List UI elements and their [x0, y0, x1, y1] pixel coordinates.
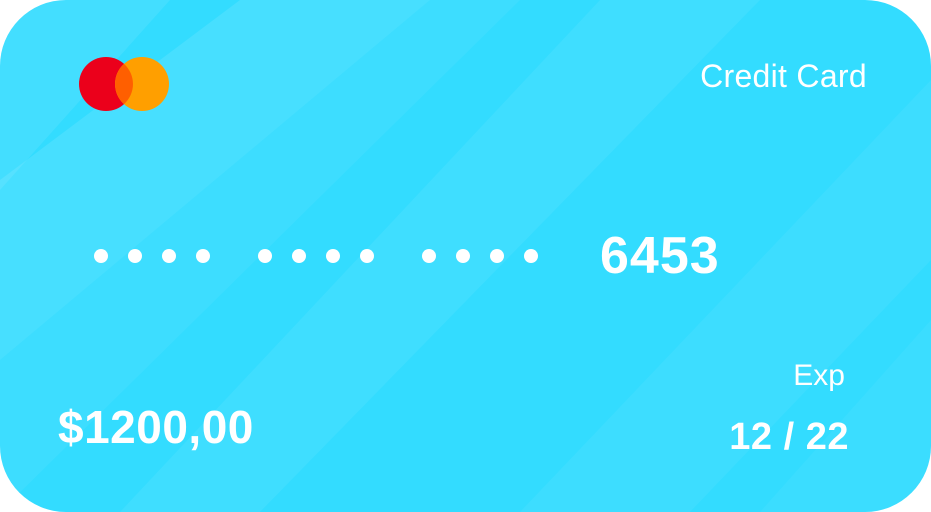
expiry-label: Exp — [793, 359, 845, 392]
masked-group-2 — [258, 249, 374, 263]
masked-group-3 — [422, 249, 538, 263]
mask-dot — [456, 249, 470, 263]
mask-dot — [128, 249, 142, 263]
mask-dot — [360, 249, 374, 263]
mask-dot — [326, 249, 340, 263]
card-balance: $1200,00 — [58, 401, 254, 453]
mask-dot — [524, 249, 538, 263]
mask-dot — [422, 249, 436, 263]
mask-dot — [258, 249, 272, 263]
mask-dot — [162, 249, 176, 263]
mask-dot — [196, 249, 210, 263]
masked-group-1 — [94, 249, 210, 263]
card-last4: 6453 — [600, 227, 720, 285]
card-title: Credit Card — [700, 58, 867, 94]
mask-dot — [292, 249, 306, 263]
expiry-date: 12 / 22 — [729, 416, 849, 458]
mask-dot — [94, 249, 108, 263]
mastercard-logo-icon — [79, 57, 169, 111]
mask-dot — [490, 249, 504, 263]
card-number: 6453 — [94, 226, 720, 286]
